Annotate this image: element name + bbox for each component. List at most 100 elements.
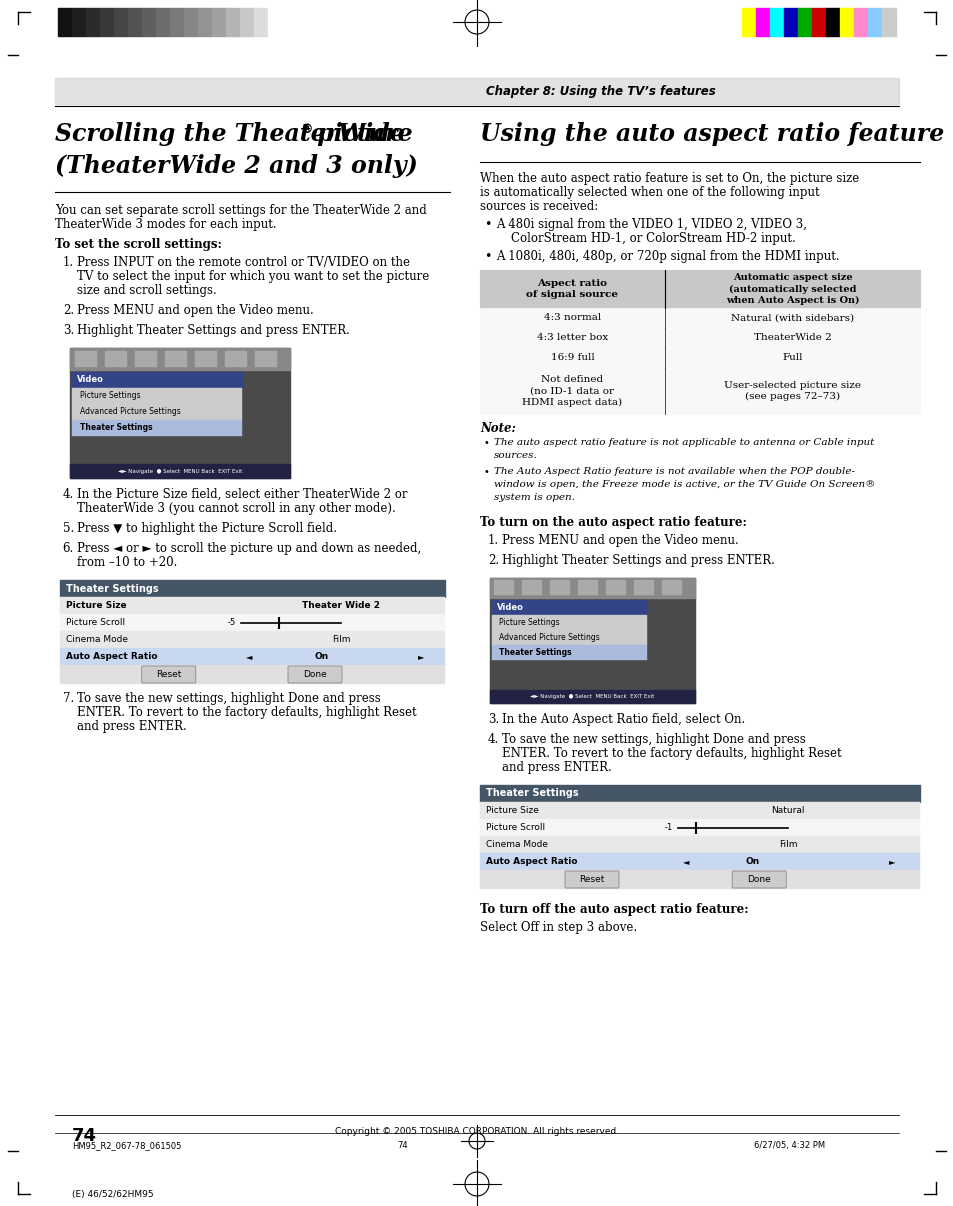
Text: ColorStream HD-1, or ColorStream HD-2 input.: ColorStream HD-1, or ColorStream HD-2 in… xyxy=(496,232,795,245)
Text: Theater Settings: Theater Settings xyxy=(498,648,571,657)
FancyBboxPatch shape xyxy=(142,666,195,683)
Text: Done: Done xyxy=(746,876,770,884)
Text: 4:3 letter box: 4:3 letter box xyxy=(537,334,607,343)
Bar xyxy=(605,580,625,595)
Bar xyxy=(86,8,100,36)
Bar xyxy=(479,802,919,819)
Text: 4.: 4. xyxy=(487,733,498,747)
Bar xyxy=(825,8,840,36)
Bar xyxy=(634,580,654,595)
Bar xyxy=(479,349,919,368)
Bar xyxy=(811,8,825,36)
Text: Theater Wide 2: Theater Wide 2 xyxy=(302,601,379,610)
Text: Using the auto aspect ratio feature: Using the auto aspect ratio feature xyxy=(479,122,943,146)
Text: A 1080i, 480i, 480p, or 720p signal from the HDMI input.: A 1080i, 480i, 480p, or 720p signal from… xyxy=(496,250,839,263)
Bar xyxy=(71,404,242,420)
Bar xyxy=(226,8,240,36)
Text: Theater Settings: Theater Settings xyxy=(485,789,578,798)
Text: 2.: 2. xyxy=(487,554,498,567)
Text: and press ENTER.: and press ENTER. xyxy=(77,720,187,733)
Bar xyxy=(797,8,811,36)
Bar xyxy=(741,8,755,36)
Bar xyxy=(156,8,170,36)
Text: TheaterWide 3 modes for each input.: TheaterWide 3 modes for each input. xyxy=(55,218,276,232)
Text: 4:3 normal: 4:3 normal xyxy=(543,314,600,322)
Bar xyxy=(212,8,226,36)
Bar xyxy=(70,349,290,478)
Text: Press ◄ or ► to scroll the picture up and down as needed,: Press ◄ or ► to scroll the picture up an… xyxy=(77,541,421,555)
Bar xyxy=(867,8,882,36)
Bar xyxy=(479,870,919,889)
Bar xyxy=(492,630,646,645)
Text: Full: Full xyxy=(781,353,801,363)
Bar xyxy=(70,464,290,478)
Bar xyxy=(479,819,919,836)
Text: The Auto Aspect Ratio feature is not available when the POP double-: The Auto Aspect Ratio feature is not ava… xyxy=(494,467,854,476)
Bar xyxy=(490,690,695,703)
Bar xyxy=(71,371,242,388)
Text: Select Off in step 3 above.: Select Off in step 3 above. xyxy=(479,921,637,933)
Text: Picture Settings: Picture Settings xyxy=(498,617,559,627)
Bar xyxy=(105,351,127,367)
Text: Press INPUT on the remote control or TV/VIDEO on the: Press INPUT on the remote control or TV/… xyxy=(77,256,410,269)
Text: ®: ® xyxy=(299,123,313,136)
Text: ENTER. To revert to the factory defaults, highlight Reset: ENTER. To revert to the factory defaults… xyxy=(501,747,841,760)
Bar xyxy=(60,597,444,614)
Bar xyxy=(75,351,97,367)
Text: Not defined
(no ID-1 data or
HDMI aspect data): Not defined (no ID-1 data or HDMI aspect… xyxy=(522,375,621,406)
Bar xyxy=(882,8,895,36)
Text: Natural (with sidebars): Natural (with sidebars) xyxy=(730,314,853,322)
Text: Note:: Note: xyxy=(479,422,516,435)
Text: -1: -1 xyxy=(664,822,672,832)
Bar xyxy=(184,8,198,36)
Text: window is open, the Freeze mode is active, or the TV Guide On Screen®: window is open, the Freeze mode is activ… xyxy=(494,480,875,488)
Bar xyxy=(578,580,598,595)
Text: TheaterWide 3 (you cannot scroll in any other mode).: TheaterWide 3 (you cannot scroll in any … xyxy=(77,502,395,515)
Text: ►: ► xyxy=(417,652,424,661)
Bar xyxy=(71,388,242,404)
Bar xyxy=(135,351,157,367)
Bar xyxy=(479,328,919,349)
Text: Cinema Mode: Cinema Mode xyxy=(485,841,547,849)
Text: Theater Settings: Theater Settings xyxy=(66,584,158,593)
Bar xyxy=(853,8,867,36)
Bar xyxy=(55,78,898,104)
Text: Video: Video xyxy=(497,603,523,611)
Text: In the Picture Size field, select either TheaterWide 2 or: In the Picture Size field, select either… xyxy=(77,488,407,500)
Text: size and scroll settings.: size and scroll settings. xyxy=(77,283,216,297)
Text: from –10 to +20.: from –10 to +20. xyxy=(77,556,177,569)
Text: 6/27/05, 4:32 PM: 6/27/05, 4:32 PM xyxy=(753,1141,824,1151)
Text: Picture Scroll: Picture Scroll xyxy=(66,617,125,627)
Text: Automatic aspect size
(automatically selected
when Auto Aspect is On): Automatic aspect size (automatically sel… xyxy=(725,274,859,305)
Text: 3.: 3. xyxy=(487,713,498,726)
Bar xyxy=(755,8,769,36)
Text: (E) 46/52/62HM95: (E) 46/52/62HM95 xyxy=(71,1190,153,1199)
Text: Press MENU and open the Video menu.: Press MENU and open the Video menu. xyxy=(77,304,314,317)
Text: To turn on the auto aspect ratio feature:: To turn on the auto aspect ratio feature… xyxy=(479,516,746,529)
Text: ◄► Navigate  ● Select  MENU Back  EXIT Exit: ◄► Navigate ● Select MENU Back EXIT Exit xyxy=(118,468,242,474)
Bar xyxy=(492,645,646,660)
Text: 1.: 1. xyxy=(487,534,498,548)
Text: •: • xyxy=(483,250,491,263)
Text: Copyright © 2005 TOSHIBA CORPORATION. All rights reserved.: Copyright © 2005 TOSHIBA CORPORATION. Al… xyxy=(335,1126,618,1136)
Bar xyxy=(198,8,212,36)
Bar xyxy=(60,648,444,665)
Bar xyxy=(170,8,184,36)
Text: To set the scroll settings:: To set the scroll settings: xyxy=(55,238,222,251)
Text: TV to select the input for which you want to set the picture: TV to select the input for which you wan… xyxy=(77,270,429,283)
Text: Picture Settings: Picture Settings xyxy=(80,392,140,400)
Text: system is open.: system is open. xyxy=(494,493,575,502)
Bar xyxy=(492,615,646,630)
Bar xyxy=(194,351,216,367)
Bar xyxy=(60,665,444,684)
Text: 74: 74 xyxy=(71,1126,97,1144)
Bar xyxy=(71,420,242,437)
Text: 1.: 1. xyxy=(63,256,74,269)
Text: Picture Size: Picture Size xyxy=(485,806,538,815)
Text: Scrolling the TheaterWide: Scrolling the TheaterWide xyxy=(55,122,404,146)
Bar xyxy=(70,349,290,370)
Bar xyxy=(60,631,444,648)
Text: picture: picture xyxy=(309,122,413,146)
Text: To save the new settings, highlight Done and press: To save the new settings, highlight Done… xyxy=(77,692,380,706)
Text: (TheaterWide 2 and 3 only): (TheaterWide 2 and 3 only) xyxy=(55,154,417,178)
